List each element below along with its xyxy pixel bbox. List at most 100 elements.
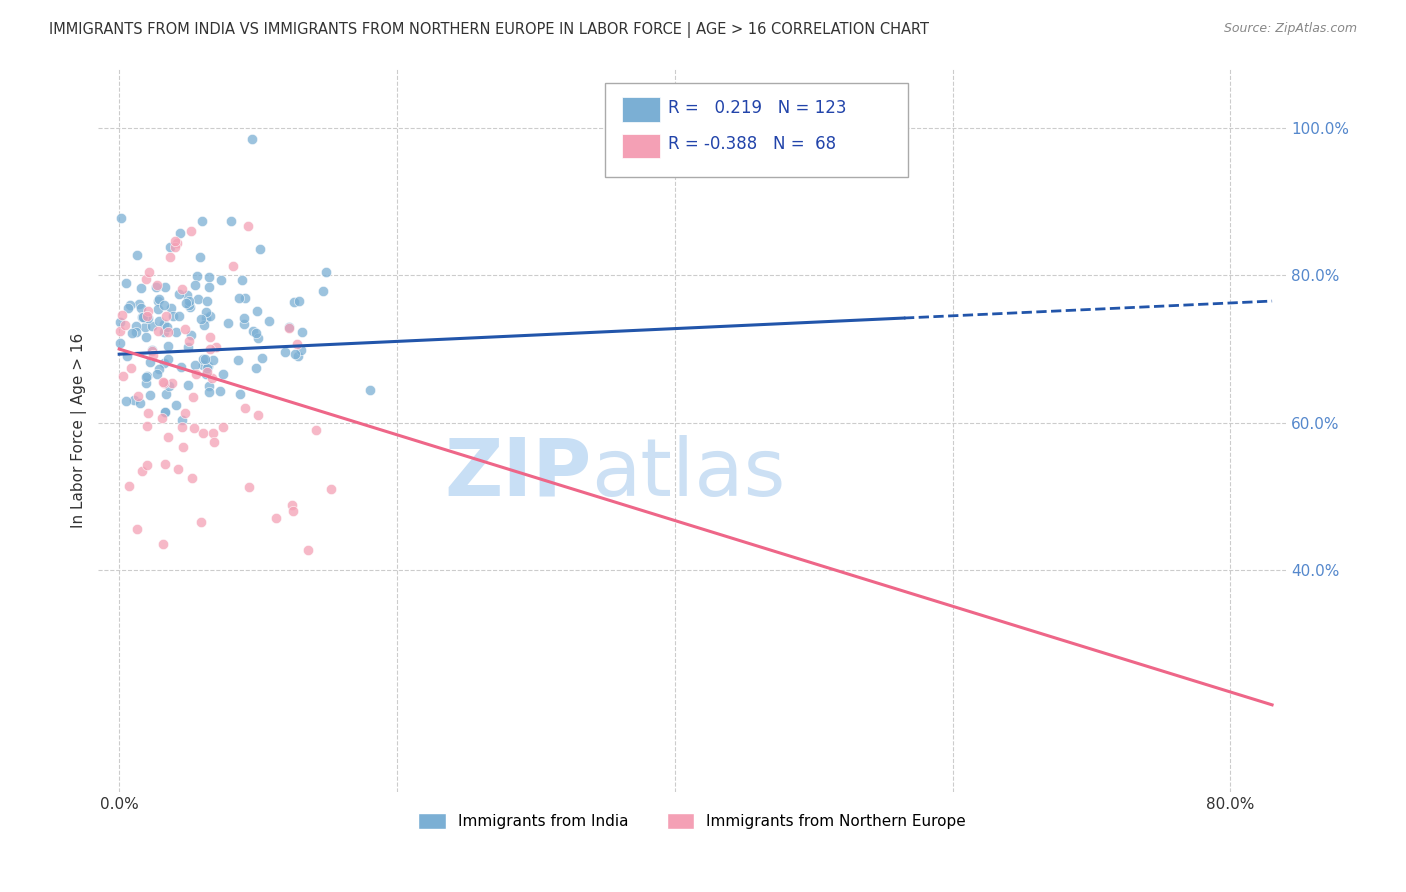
Point xyxy=(288,294,311,309)
Point xyxy=(274,344,297,359)
Point xyxy=(198,330,221,344)
Point xyxy=(177,334,200,349)
Point xyxy=(167,309,190,323)
Point xyxy=(145,280,167,294)
Point xyxy=(153,318,176,332)
Point xyxy=(194,310,217,325)
Text: R = -0.388   N =  68: R = -0.388 N = 68 xyxy=(668,136,837,153)
Point xyxy=(108,324,131,338)
Point xyxy=(112,369,135,384)
Point xyxy=(291,325,314,339)
Point xyxy=(129,301,152,315)
Point xyxy=(181,471,204,485)
Point xyxy=(162,309,184,323)
Text: R =   0.219   N = 123: R = 0.219 N = 123 xyxy=(668,99,846,118)
Point xyxy=(160,301,183,315)
Point xyxy=(245,361,267,376)
Point xyxy=(135,370,157,384)
Point xyxy=(226,353,249,368)
Point xyxy=(146,301,169,316)
Text: ZIP: ZIP xyxy=(444,434,591,513)
Point xyxy=(245,326,267,340)
Point xyxy=(287,337,309,351)
Point xyxy=(141,344,163,359)
Point xyxy=(135,368,157,383)
Point xyxy=(156,320,179,334)
Point xyxy=(136,406,159,420)
Point xyxy=(198,385,221,400)
Point xyxy=(163,234,186,248)
Point xyxy=(177,340,200,354)
Point xyxy=(125,319,148,334)
Point xyxy=(138,355,160,369)
Point xyxy=(184,358,207,372)
Point xyxy=(191,426,214,441)
Point xyxy=(233,291,256,305)
Point xyxy=(249,242,271,256)
Point xyxy=(155,310,177,324)
Point xyxy=(152,298,174,312)
Point xyxy=(153,376,176,391)
Point xyxy=(157,351,180,366)
Point xyxy=(152,537,174,551)
Point xyxy=(122,393,145,408)
Point xyxy=(134,310,156,325)
Point xyxy=(222,260,245,274)
Point xyxy=(125,325,148,339)
Point xyxy=(252,351,274,366)
Point xyxy=(287,349,309,363)
Point xyxy=(148,362,170,376)
Point xyxy=(115,349,138,363)
Point xyxy=(132,310,155,324)
Point xyxy=(174,322,197,336)
Text: atlas: atlas xyxy=(591,434,786,513)
Point xyxy=(240,131,263,145)
Point xyxy=(312,284,335,298)
Point xyxy=(187,292,209,306)
Point xyxy=(136,310,159,325)
Point xyxy=(110,211,132,226)
Point xyxy=(115,393,138,408)
Point xyxy=(198,280,221,294)
Point xyxy=(201,353,224,368)
Point xyxy=(208,384,231,398)
Point xyxy=(197,359,219,373)
Point xyxy=(183,390,205,404)
Point xyxy=(135,271,157,285)
Point xyxy=(195,365,218,379)
Point xyxy=(290,343,312,358)
Point xyxy=(145,277,167,292)
Point xyxy=(131,310,153,324)
Point xyxy=(172,440,194,454)
Point xyxy=(141,343,163,358)
Point xyxy=(136,310,159,324)
Point xyxy=(266,511,288,525)
Point xyxy=(153,356,176,370)
Point xyxy=(236,219,259,233)
Point xyxy=(257,314,280,328)
Point xyxy=(195,294,218,309)
Point xyxy=(135,376,157,391)
Point xyxy=(142,348,165,362)
Point xyxy=(111,308,134,322)
Point xyxy=(145,368,167,382)
Point xyxy=(163,240,186,254)
Point xyxy=(193,352,215,367)
Point xyxy=(135,419,157,434)
Point xyxy=(156,430,179,444)
Point xyxy=(305,423,328,437)
Point xyxy=(121,326,143,340)
Point xyxy=(235,401,257,415)
Point xyxy=(219,213,242,227)
Point xyxy=(139,388,162,402)
Point xyxy=(153,280,176,294)
Point xyxy=(186,268,208,283)
Point xyxy=(131,464,153,478)
Point xyxy=(319,482,342,496)
Text: Source: ZipAtlas.com: Source: ZipAtlas.com xyxy=(1223,22,1357,36)
Point xyxy=(127,248,149,262)
Point xyxy=(281,498,304,512)
Point xyxy=(127,389,149,403)
Point xyxy=(167,286,190,301)
Point xyxy=(190,516,212,530)
